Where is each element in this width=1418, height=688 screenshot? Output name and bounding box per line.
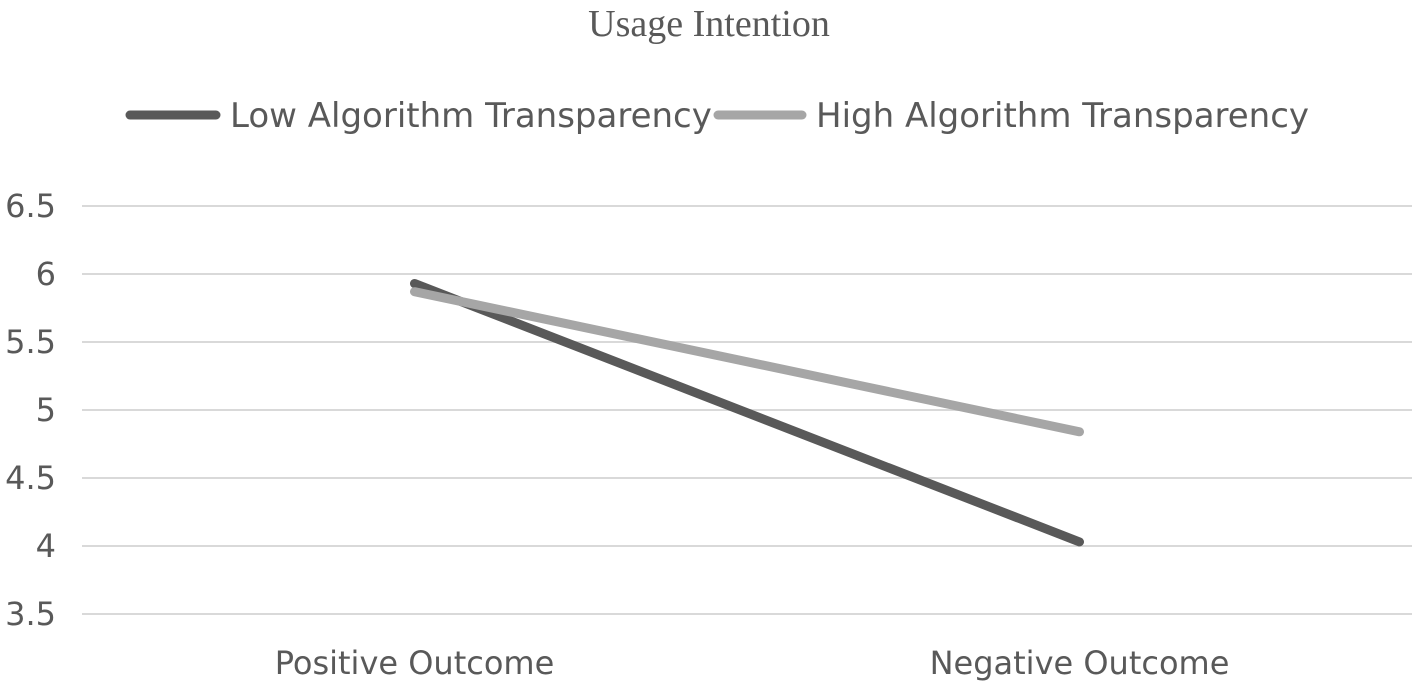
- y-tick-label: 3.5: [5, 595, 56, 633]
- x-tick-label: Positive Outcome: [275, 644, 555, 682]
- legend-label: High Algorithm Transparency: [816, 96, 1309, 136]
- y-tick-label: 4: [36, 527, 56, 565]
- x-axis-ticks: Positive Outcome Negative Outcome: [275, 644, 1230, 682]
- legend: Low Algorithm Transparency High Algorithm…: [125, 96, 1309, 136]
- x-tick-label: Negative Outcome: [930, 644, 1230, 682]
- gridlines: [82, 205, 1412, 615]
- y-axis-ticks: 6.5 6 5.5 5 4.5 4 3.5: [5, 187, 56, 633]
- legend-label: Low Algorithm Transparency: [230, 96, 712, 136]
- series-line-low-transparency: [410, 279, 1084, 547]
- series-lines: [410, 279, 1084, 547]
- y-tick-label: 6: [36, 255, 56, 293]
- y-tick-label: 4.5: [5, 459, 56, 497]
- y-tick-label: 6.5: [5, 187, 56, 225]
- chart-title: Usage Intention: [588, 3, 830, 45]
- series-line-high-transparency: [410, 287, 1084, 437]
- y-tick-label: 5: [36, 391, 56, 429]
- y-tick-label: 5.5: [5, 323, 56, 361]
